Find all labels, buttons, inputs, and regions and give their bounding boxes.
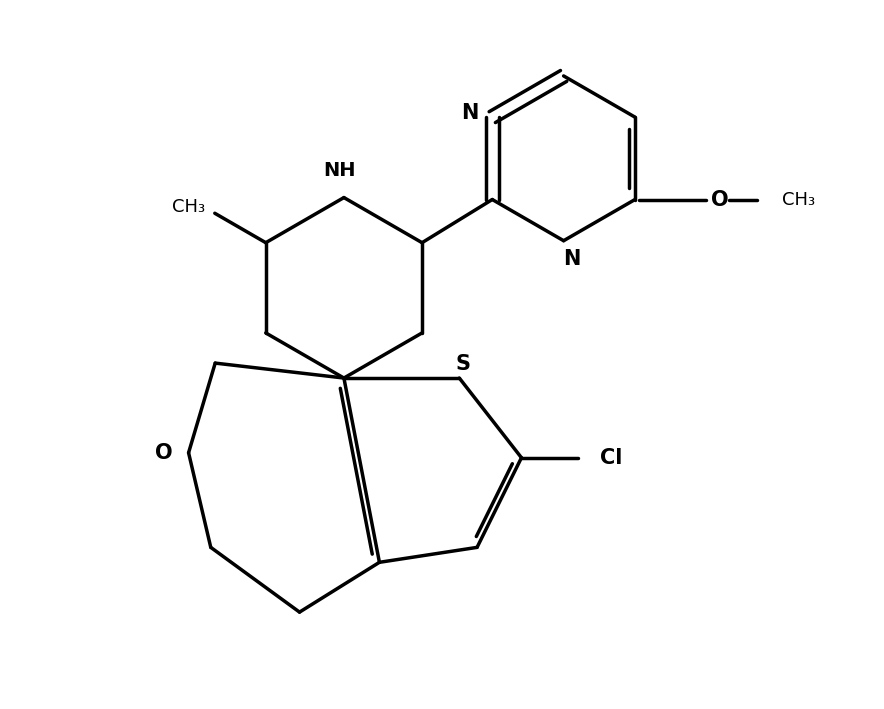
Text: O: O (156, 442, 173, 463)
Text: N: N (461, 104, 478, 123)
Text: Cl: Cl (600, 447, 622, 468)
Text: N: N (563, 249, 580, 269)
Text: O: O (711, 189, 728, 210)
Text: CH₃: CH₃ (172, 198, 205, 216)
Text: S: S (456, 354, 471, 374)
Text: CH₃: CH₃ (781, 191, 815, 208)
Text: NH: NH (324, 162, 356, 180)
